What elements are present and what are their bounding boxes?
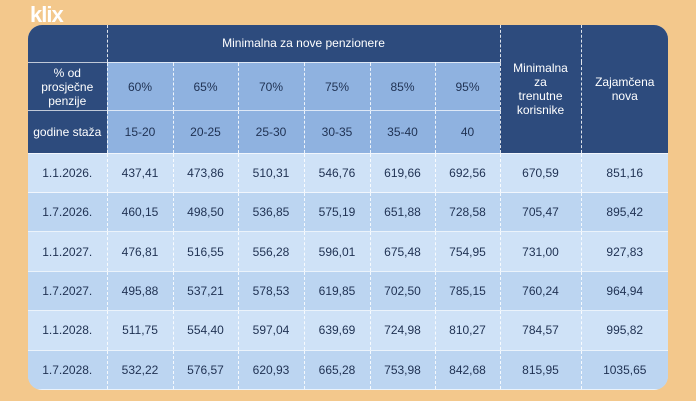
percent-header: 70% <box>237 62 304 112</box>
table-row: 1.7.2028. 532,22 576,57 620,93 665,28 753,98 8… <box>28 350 668 390</box>
percent-header: 65% <box>172 62 238 112</box>
value-cell: 498,50 <box>172 192 238 233</box>
value-cell: 619,85 <box>303 271 370 312</box>
value-cell: 576,57 <box>172 350 238 390</box>
percent-header: 85% <box>369 62 435 112</box>
value-cell: 895,42 <box>580 192 668 233</box>
value-cell: 596,01 <box>303 231 370 272</box>
value-cell: 511,75 <box>106 310 173 351</box>
value-cell: 724,98 <box>369 310 435 351</box>
value-cell: 927,83 <box>580 231 668 272</box>
value-cell: 460,15 <box>106 192 173 233</box>
percent-header: 60% <box>106 62 173 112</box>
value-cell: 516,55 <box>172 231 238 272</box>
pension-table: Minimalna za nove penzionere Minimalna z… <box>28 25 668 390</box>
percent-header: 95% <box>434 62 501 112</box>
years-header: 40 <box>434 110 501 154</box>
value-cell: 964,94 <box>580 271 668 312</box>
value-cell: 651,88 <box>369 192 435 233</box>
value-cell: 536,85 <box>237 192 304 233</box>
value-cell: 810,27 <box>434 310 501 351</box>
value-cell: 728,58 <box>434 192 501 233</box>
value-cell: 705,47 <box>499 192 582 233</box>
value-cell: 578,53 <box>237 271 304 312</box>
group-title: Minimalna za nove penzionere <box>106 25 501 63</box>
value-cell: 815,95 <box>499 350 582 390</box>
row-label: godine staža <box>28 110 107 154</box>
date-cell: 1.1.2028. <box>28 310 107 351</box>
value-cell: 532,22 <box>106 350 173 390</box>
date-cell: 1.7.2028. <box>28 350 107 390</box>
value-cell: 995,82 <box>580 310 668 351</box>
table-row: 1.1.2026. 437,41 473,86 510,31 546,76 619,66 6… <box>28 153 668 194</box>
value-cell: 476,81 <box>106 231 173 272</box>
value-cell: 731,00 <box>499 231 582 272</box>
percent-header: 75% <box>303 62 370 112</box>
years-header: 25-30 <box>237 110 304 154</box>
value-cell: 1035,65 <box>580 350 668 390</box>
corner <box>28 25 107 63</box>
table-row: 1.1.2027. 476,81 516,55 556,28 596,01 675,48 7… <box>28 231 668 272</box>
date-cell: 1.1.2027. <box>28 231 107 272</box>
value-cell: 546,76 <box>303 153 370 194</box>
value-cell: 597,04 <box>237 310 304 351</box>
years-header: 35-40 <box>369 110 435 154</box>
logo: klix <box>30 2 64 27</box>
value-cell: 753,98 <box>369 350 435 390</box>
years-header: 15-20 <box>106 110 173 154</box>
value-cell: 675,48 <box>369 231 435 272</box>
value-cell: 702,50 <box>369 271 435 312</box>
value-cell: 510,31 <box>237 153 304 194</box>
column-header: Zajamčena nova <box>580 25 668 154</box>
value-cell: 620,93 <box>237 350 304 390</box>
value-cell: 692,56 <box>434 153 501 194</box>
table-row: 1.7.2026. 460,15 498,50 536,85 575,19 651,88 7… <box>28 192 668 233</box>
value-cell: 619,66 <box>369 153 435 194</box>
value-cell: 670,59 <box>499 153 582 194</box>
row-label: % od prosječne penzije <box>28 62 107 112</box>
table-row: 1.1.2028. 511,75 554,40 597,04 639,69 724,98 8… <box>28 310 668 351</box>
date-cell: 1.1.2026. <box>28 153 107 194</box>
years-header: 30-35 <box>303 110 370 154</box>
value-cell: 754,95 <box>434 231 501 272</box>
value-cell: 842,68 <box>434 350 501 390</box>
value-cell: 473,86 <box>172 153 238 194</box>
value-cell: 851,16 <box>580 153 668 194</box>
value-cell: 665,28 <box>303 350 370 390</box>
value-cell: 556,28 <box>237 231 304 272</box>
date-cell: 1.7.2027. <box>28 271 107 312</box>
value-cell: 639,69 <box>303 310 370 351</box>
date-cell: 1.7.2026. <box>28 192 107 233</box>
value-cell: 495,88 <box>106 271 173 312</box>
table-card: Minimalna za nove penzionere Minimalna z… <box>28 25 668 390</box>
value-cell: 537,21 <box>172 271 238 312</box>
years-header: 20-25 <box>172 110 238 154</box>
table-row: 1.7.2027. 495,88 537,21 578,53 619,85 702,50 7… <box>28 271 668 312</box>
value-cell: 784,57 <box>499 310 582 351</box>
value-cell: 437,41 <box>106 153 173 194</box>
value-cell: 575,19 <box>303 192 370 233</box>
value-cell: 554,40 <box>172 310 238 351</box>
value-cell: 785,15 <box>434 271 501 312</box>
value-cell: 760,24 <box>499 271 582 312</box>
column-header: Minimalna za trenutne korisnike <box>499 25 582 154</box>
